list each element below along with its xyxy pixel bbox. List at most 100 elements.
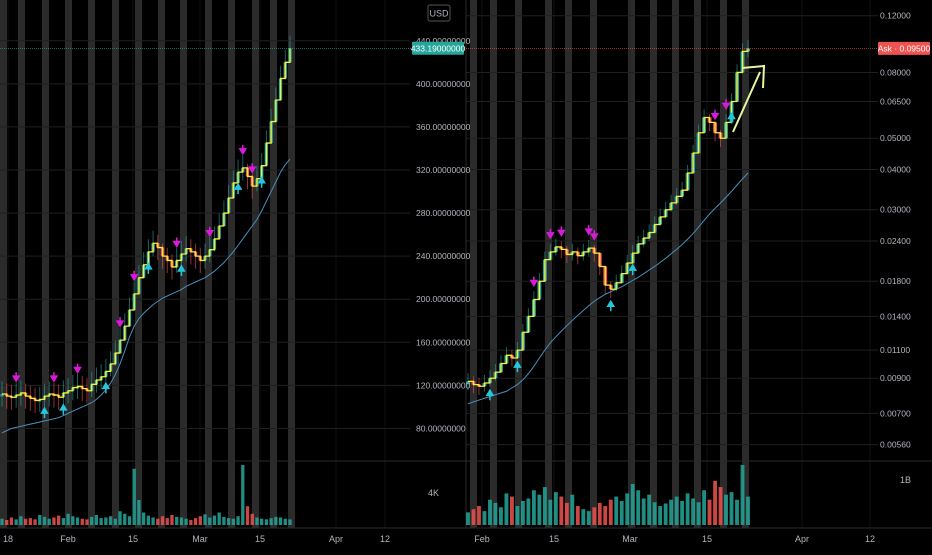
l-volume-bar: [241, 465, 245, 525]
l-volume-bar: [264, 519, 269, 525]
l-volume-bar: [175, 516, 179, 525]
l-volume-bar: [245, 506, 250, 525]
l-volume-bar: [160, 516, 165, 525]
l-volume-bar: [141, 512, 146, 525]
r-volume-bar: [647, 494, 652, 525]
l-sell-marker: [238, 144, 248, 156]
l-price-tick: 240.00000000: [416, 251, 471, 261]
r-session-band: [672, 0, 679, 528]
r-volume-bar: [707, 499, 712, 525]
r-volume-bar: [735, 499, 739, 525]
r-time-tick: Feb: [474, 534, 490, 544]
l-session-band: [42, 0, 49, 528]
l-volume-bar: [108, 516, 113, 525]
l-volume-bar: [104, 517, 108, 525]
trend-arrow-shaft: [732, 71, 761, 133]
l-volume-bar: [212, 515, 217, 525]
l-volume-bar: [151, 517, 155, 525]
l-time-tick: 12: [380, 534, 390, 544]
l-volume-bar: [90, 516, 94, 525]
l-session-band: [205, 0, 212, 528]
l-volume-bar: [113, 518, 117, 525]
r-session-band: [490, 0, 497, 528]
l-volume-bar: [217, 512, 221, 525]
l-volume-bar: [123, 513, 127, 525]
left-grid: [0, 0, 410, 528]
l-sell-marker: [11, 372, 21, 383]
left-price-axis[interactable]: 440.00000000 400.00000000 360.00000000 320.…: [416, 36, 471, 434]
right-price-axis[interactable]: 0.12000 0.08000 0.06500 0.05000 0.04000 0.030…: [880, 11, 911, 450]
left-volume-bars: [0, 465, 292, 525]
r-volume-bar: [691, 498, 696, 525]
trend-arrow-head: [741, 64, 766, 89]
l-volume-bar: [193, 518, 198, 525]
r-time-tick: 15: [549, 534, 559, 544]
r-session-band: [470, 0, 477, 528]
r-volume-bar: [488, 499, 492, 525]
r-price-tick: 0.00900: [880, 373, 911, 383]
l-volume-bar: [47, 518, 51, 525]
r-volume-bar: [669, 499, 674, 525]
right-time-axis[interactable]: Feb 15 Mar 15 Apr 12: [474, 534, 875, 544]
l-volume-bar: [14, 519, 18, 525]
l-price-tick: 440.00000000: [416, 36, 471, 46]
r-price-tick: 0.06500: [880, 97, 911, 107]
r-session-band: [720, 0, 727, 528]
r-volume-bar: [630, 483, 635, 525]
trend-arrow-drawing[interactable]: [732, 64, 766, 133]
r-session-band: [694, 0, 701, 528]
left-time-axis[interactable]: 18 Feb 15 Mar 15 Apr 12: [3, 534, 390, 544]
l-volume-bar: [94, 515, 99, 525]
l-volume-bar: [170, 515, 174, 525]
r-session-band: [590, 0, 597, 528]
r-sell-marker: [721, 99, 731, 110]
r-sell-marker: [529, 276, 539, 287]
l-volume-bar: [137, 500, 141, 525]
r-price-tick: 0.12000: [880, 11, 911, 21]
l-buy-marker: [40, 406, 49, 419]
r-volume-bar: [746, 496, 750, 525]
l-price-tick: 200.00000000: [416, 294, 471, 304]
left-last-price-box: [412, 41, 464, 55]
r-volume-bar: [652, 502, 657, 525]
l-buy-marker: [59, 403, 68, 415]
l-volume-bar: [127, 516, 132, 525]
r-candle-body: [466, 381, 470, 385]
right-grid: [466, 0, 878, 528]
l-sell-marker: [172, 237, 182, 248]
r-price-tick: 0.08000: [880, 67, 911, 77]
l-time-tick: 15: [255, 534, 265, 544]
l-time-tick: 18: [3, 534, 13, 544]
r-volume-bar: [477, 506, 481, 525]
r-buy-marker: [485, 388, 495, 401]
r-volume-bar: [471, 509, 476, 525]
r-price-tick: 0.01400: [880, 311, 911, 321]
left-signal-markers: [11, 144, 266, 419]
r-volume-bar: [597, 502, 602, 525]
l-session-band: [112, 0, 119, 528]
l-volume-bar: [255, 517, 259, 525]
l-sell-marker: [49, 372, 59, 383]
l-price-tick: 120.00000000: [416, 380, 471, 390]
r-sell-marker: [557, 226, 566, 237]
r-buy-marker: [727, 112, 736, 124]
l-session-band: [0, 0, 7, 528]
r-buy-marker: [513, 360, 522, 373]
l-buy-marker: [101, 381, 111, 394]
l-volume-bar: [71, 516, 75, 525]
l-buy-marker: [177, 264, 186, 276]
r-price-tick: 0.01100: [880, 345, 910, 355]
l-volume-bar: [278, 517, 283, 525]
right-signal-markers: [485, 99, 736, 401]
l-volume-bar: [208, 517, 212, 525]
r-sell-marker: [710, 109, 720, 121]
l-volume-bar: [33, 519, 37, 525]
l-volume-bar: [0, 518, 4, 525]
r-price-tick: 0.03000: [880, 205, 911, 215]
currency-badge-frame[interactable]: [427, 4, 451, 22]
l-price-tick: 360.00000000: [416, 122, 471, 132]
l-volume-bar: [118, 511, 122, 525]
l-volume-bar: [165, 518, 169, 525]
r-volume-bar: [696, 502, 701, 525]
